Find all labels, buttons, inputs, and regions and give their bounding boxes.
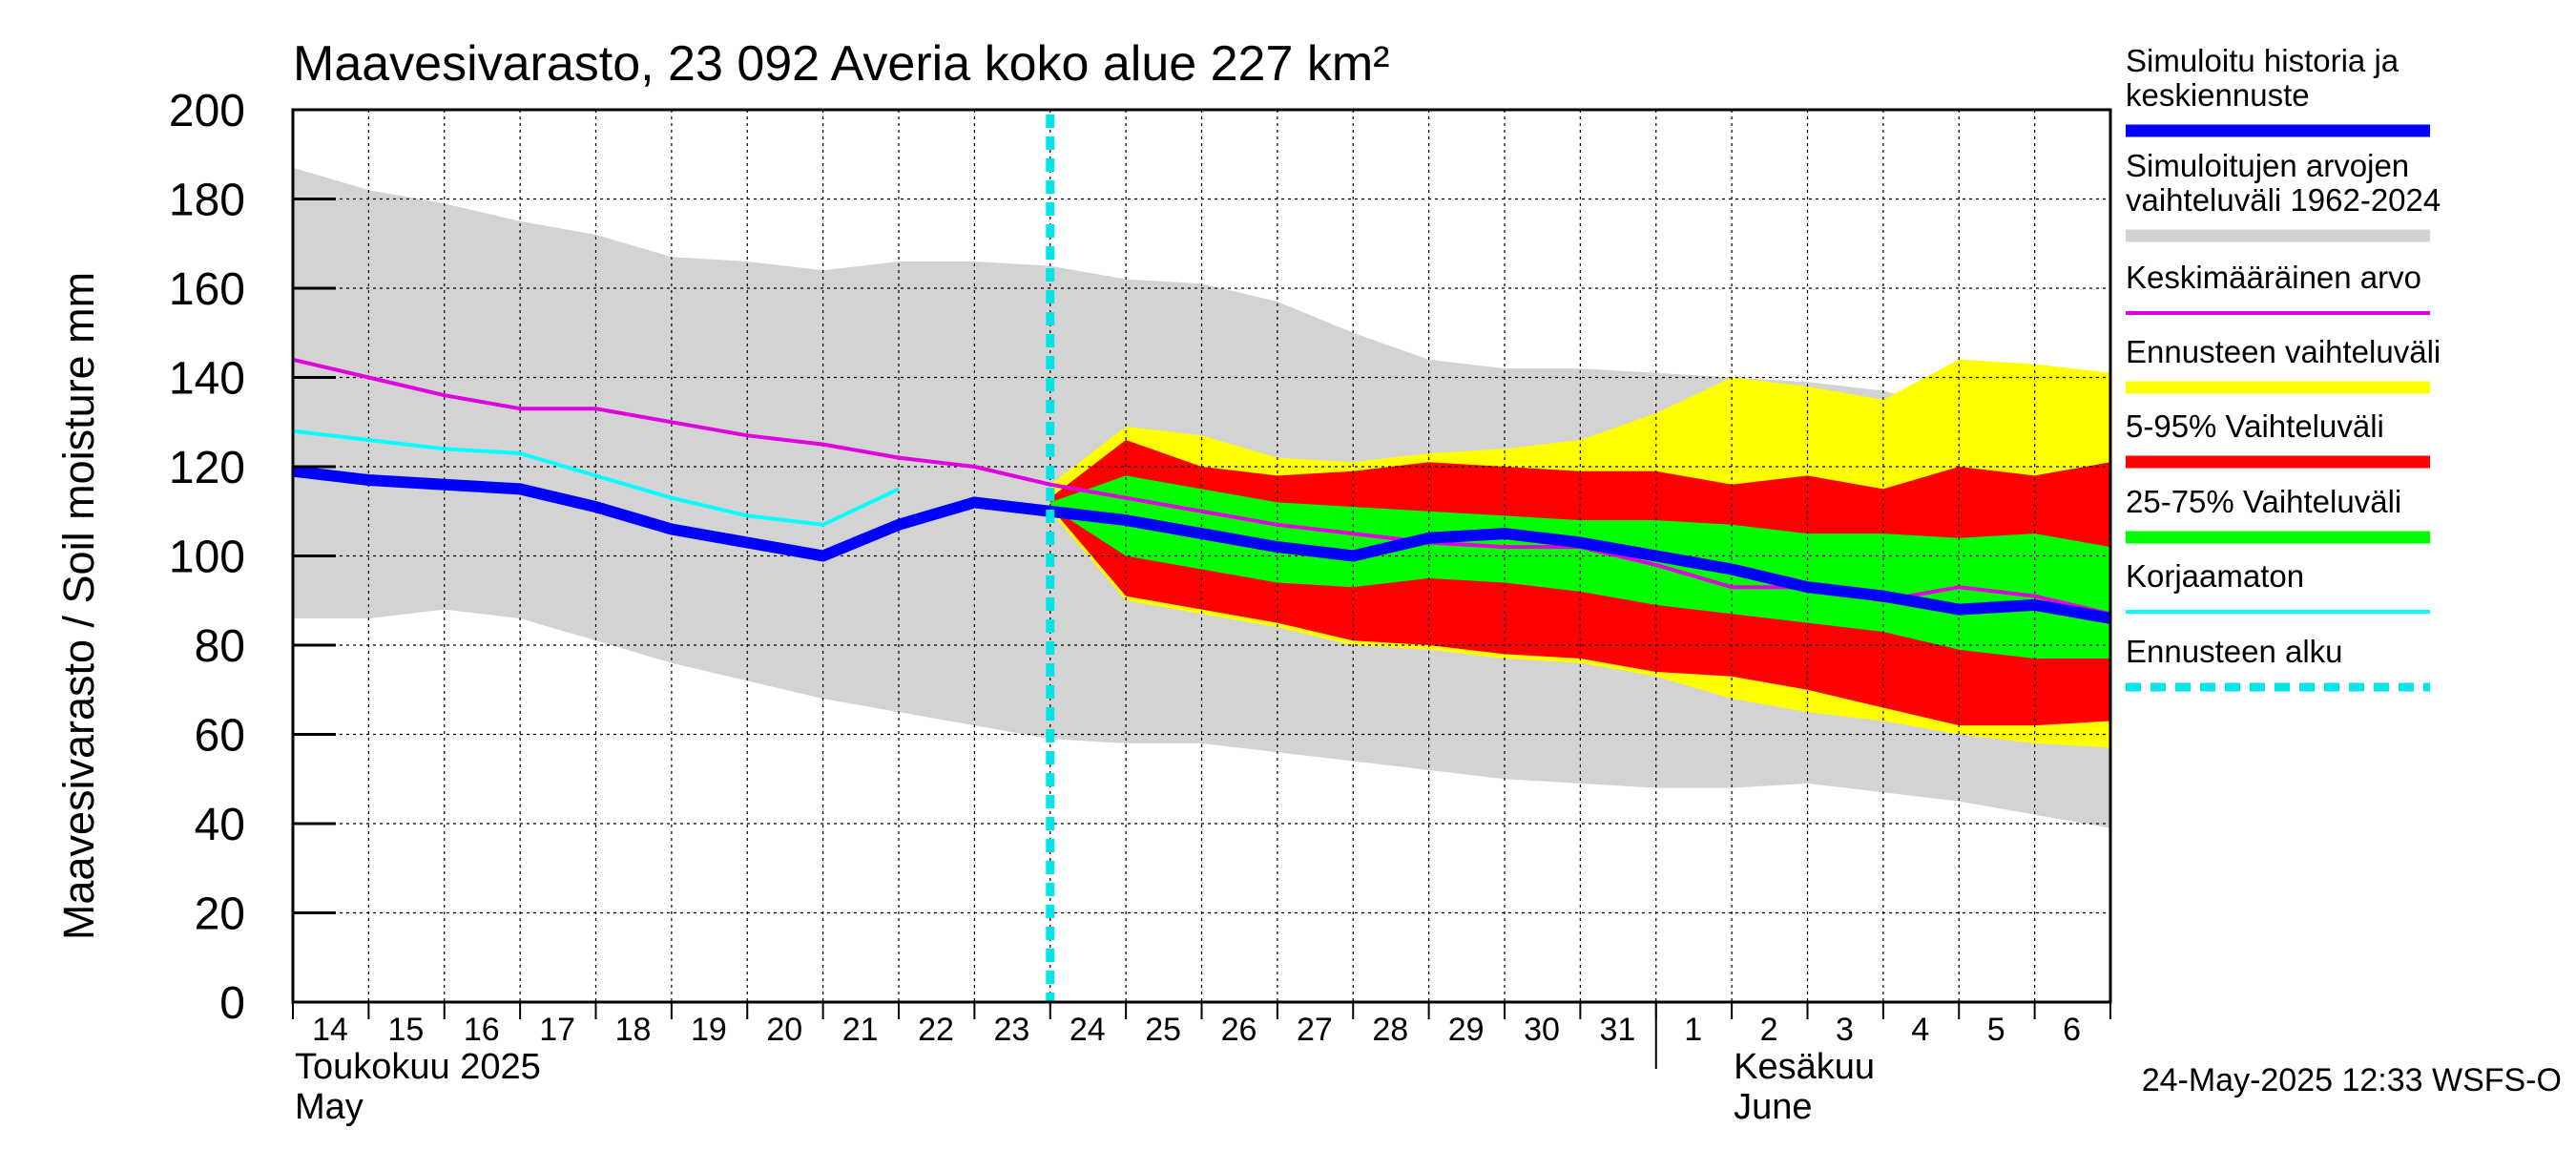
- x-tick-label: 15: [387, 1012, 424, 1048]
- x-tick-label: 31: [1599, 1012, 1635, 1048]
- lines-layer: [292, 115, 2112, 1002]
- x-tick-label: 22: [918, 1012, 954, 1048]
- x-tick-label: 4: [1911, 1012, 1929, 1048]
- legend-label: Simuloitujen arvojen: [2126, 148, 2409, 183]
- simulated-line: [292, 465, 2112, 624]
- x-tick-label: 23: [993, 1012, 1029, 1048]
- p25-75-band: [1049, 475, 2110, 659]
- legend-item: Ennusteen vaihteluväli: [2126, 334, 2441, 394]
- y-tick-label: 200: [169, 86, 245, 136]
- x-tick-label: 26: [1221, 1012, 1257, 1048]
- legend-label: Ennusteen alku: [2126, 634, 2343, 669]
- legend-item: Korjaamaton: [2126, 558, 2430, 614]
- legend-label: Ennusteen vaihteluväli: [2126, 334, 2441, 369]
- x-tick-label: 19: [691, 1012, 727, 1048]
- y-tick-label: 180: [169, 176, 245, 226]
- x-tick-label: 24: [1070, 1012, 1106, 1048]
- legend-label: 5-95% Vaihteluväli: [2126, 408, 2384, 444]
- x-tick-label: 1: [1684, 1012, 1702, 1048]
- legend-item: Keskimääräinen arvo: [2126, 260, 2430, 315]
- y-tick-label: 160: [169, 264, 245, 315]
- chart-title: Maavesivarasto, 23 092 Averia koko alue …: [293, 36, 1389, 92]
- y-tick-label: 20: [195, 889, 245, 940]
- y-tick-label: 80: [195, 621, 245, 672]
- month-label: Toukokuu 2025: [295, 1047, 541, 1087]
- uncorrected-line: [292, 429, 900, 527]
- x-tick-label: 14: [312, 1012, 348, 1048]
- x-tick-label: 21: [842, 1012, 879, 1048]
- x-tick-label: 16: [464, 1012, 500, 1048]
- grid-layer: [293, 110, 2110, 1002]
- x-tick-label: 2: [1760, 1012, 1778, 1048]
- legend-label: keskiennuste: [2126, 77, 2310, 113]
- legend-label: Simuloitu historia ja: [2126, 43, 2399, 78]
- timestamp-label: 24-May-2025 12:33 WSFS-O: [2142, 1062, 2562, 1098]
- legend-item: Ennusteen alku: [2126, 634, 2430, 692]
- legend-label: vaihteluväli 1962-2024: [2126, 182, 2441, 218]
- legend-label: Keskimääräinen arvo: [2126, 260, 2421, 295]
- x-tick-label: 27: [1297, 1012, 1333, 1048]
- y-tick-label: 40: [195, 800, 245, 850]
- legend: Simuloitu historia jakeskiennusteSimuloi…: [2126, 43, 2441, 692]
- legend-item: 5-95% Vaihteluväli: [2126, 408, 2430, 469]
- month-label-en: May: [295, 1087, 364, 1127]
- x-tick-label: 30: [1524, 1012, 1560, 1048]
- y-tick-label: 140: [169, 354, 245, 405]
- month-label: Kesäkuu: [1734, 1047, 1875, 1087]
- y-tick-label: 60: [195, 711, 245, 762]
- x-tick-label: 6: [2063, 1012, 2081, 1048]
- y-tick-label: 100: [169, 533, 245, 583]
- x-tick-label: 18: [615, 1012, 652, 1048]
- x-tick-label: 17: [539, 1012, 575, 1048]
- legend-label: 25-75% Vaihteluväli: [2126, 484, 2401, 519]
- x-tick-label: 28: [1372, 1012, 1408, 1048]
- x-tick-label: 25: [1145, 1012, 1181, 1048]
- y-axis-label: Maavesivarasto / Soil moisture mm: [54, 272, 103, 940]
- y-tick-label: 0: [219, 978, 245, 1029]
- x-tick-label: 29: [1448, 1012, 1485, 1048]
- x-tick-label: 20: [766, 1012, 802, 1048]
- y-tick-label: 120: [169, 443, 245, 493]
- x-tick-label: 5: [1987, 1012, 2005, 1048]
- x-tick-label: 3: [1836, 1012, 1854, 1048]
- month-label-en: June: [1734, 1087, 1812, 1127]
- legend-item: 25-75% Vaihteluväli: [2126, 484, 2430, 544]
- legend-label: Korjaamaton: [2126, 558, 2304, 594]
